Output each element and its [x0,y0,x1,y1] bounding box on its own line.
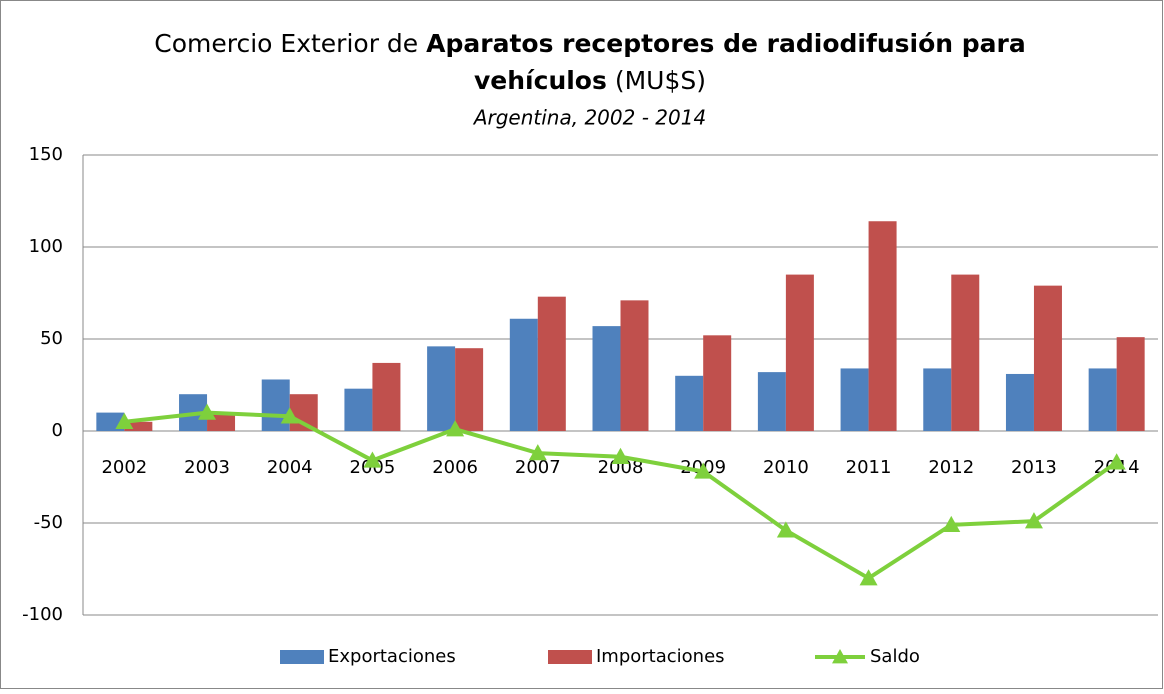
bar [344,388,373,431]
bar [427,346,456,431]
marker [776,521,795,538]
x-tick-label: 2006 [432,457,478,478]
bar [703,335,732,431]
chart-subtitle: Argentina, 2002 - 2014 [472,106,706,130]
marker [528,444,547,461]
marker [1107,453,1126,470]
y-tick-label: 0 [52,420,63,441]
marker [363,451,382,468]
bar [923,368,952,431]
x-tick-label: 2007 [515,457,561,478]
bar [757,372,786,431]
bar [537,296,566,431]
bar [620,300,649,431]
y-tick-label: 100 [29,236,63,257]
marker [1024,512,1043,529]
marker [859,569,878,586]
marker [198,403,217,420]
x-tick-label: 2010 [763,457,809,478]
x-tick-label: 2011 [846,457,892,478]
bar [868,221,897,431]
legend-swatch [280,650,324,664]
x-tick-label: 2004 [267,457,313,478]
bar [675,375,704,431]
bar [1088,368,1117,431]
bar [840,368,869,431]
legend-label: Importaciones [596,646,725,667]
marker [611,447,630,464]
marker [942,515,961,533]
y-tick-label: -50 [34,512,63,533]
bar [509,318,538,431]
bar [1033,285,1062,431]
y-tick-label: -100 [22,604,63,625]
bar [455,348,484,431]
marker [446,420,465,437]
marker [694,462,713,479]
y-tick-label: 150 [29,144,63,165]
x-tick-label: 2008 [598,457,644,478]
x-tick-label: 2002 [101,457,147,478]
chart-title: vehículos (MU$S) [474,66,706,95]
legend-marker [832,649,848,664]
chart-title: Comercio Exterior de Aparatos receptores… [154,29,1025,58]
bar [372,362,401,431]
legend-label: Exportaciones [328,646,456,667]
bar [124,421,153,431]
bar [1005,373,1034,431]
bar [592,326,621,431]
marker [115,412,134,429]
bar [1116,337,1145,431]
bar [785,274,814,431]
legend-swatch [548,650,592,664]
marker [280,407,299,424]
legend-label: Saldo [870,646,920,667]
y-tick-label: 50 [40,328,63,349]
x-tick-label: 2003 [184,457,230,478]
x-tick-label: 2013 [1011,457,1057,478]
x-tick-label: 2012 [928,457,974,478]
bar [951,274,980,431]
